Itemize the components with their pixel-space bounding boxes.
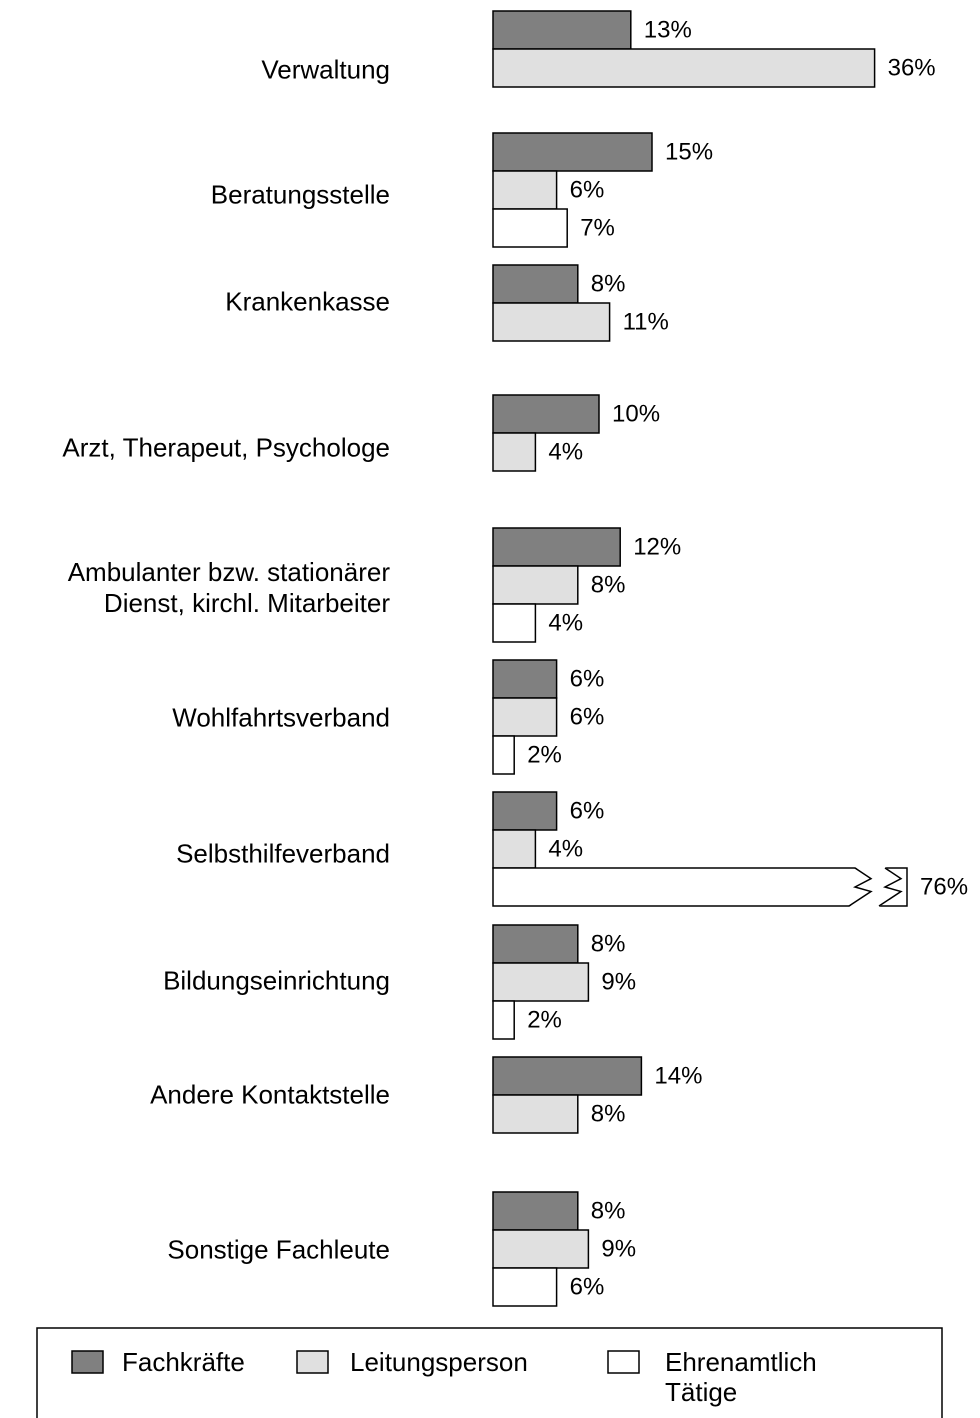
bar (492, 48, 876, 88)
value-label: 6% (569, 665, 605, 693)
value-label: 10% (612, 400, 661, 428)
value-label: 4% (548, 438, 584, 466)
value-label: 11% (622, 308, 669, 336)
category-label: Arzt, Therapeut, Psychologe (62, 432, 390, 463)
category-label: Krankenkasse (225, 286, 390, 317)
bar (492, 302, 611, 342)
value-label: 6% (569, 797, 605, 825)
category-label: Wohlfahrtsverband (172, 702, 390, 733)
bar (492, 10, 632, 50)
bar (492, 1267, 558, 1307)
category-label: Selbsthilfeverband (176, 838, 390, 869)
legend-label: Ehrenamtlich Tätige (665, 1347, 817, 1407)
bar (492, 867, 908, 907)
value-label: 76% (920, 873, 969, 901)
bar (492, 208, 568, 248)
bar (492, 962, 590, 1002)
bar (492, 394, 600, 434)
value-label: 7% (580, 214, 615, 242)
value-label: 2% (527, 741, 562, 769)
value-label: 8% (590, 270, 626, 298)
bar (492, 659, 558, 699)
bar (492, 527, 621, 567)
legend-label: Leitungsperson (350, 1347, 528, 1377)
value-label: 2% (527, 1006, 562, 1034)
value-label: 8% (590, 930, 626, 958)
category-label: Ambulanter bzw. stationärer Dienst, kirc… (67, 557, 390, 618)
bar (492, 432, 537, 472)
bar (492, 1000, 515, 1040)
value-label: 8% (590, 1197, 626, 1225)
bar (492, 791, 558, 831)
value-label: 8% (590, 1100, 626, 1128)
legend-box (36, 1327, 943, 1418)
bar (492, 1056, 643, 1096)
value-label: 12% (633, 533, 682, 561)
bar (492, 697, 558, 737)
value-label: 36% (887, 54, 936, 82)
value-label: 9% (601, 1235, 637, 1263)
bar (492, 603, 537, 643)
bar (492, 1191, 579, 1231)
bar (492, 924, 579, 964)
value-label: 9% (601, 968, 637, 996)
legend-swatch (71, 1350, 104, 1374)
axis-break (848, 867, 873, 907)
category-label: Verwaltung (261, 54, 390, 85)
value-label: 8% (590, 571, 626, 599)
axis-break (878, 867, 903, 907)
value-label: 4% (548, 835, 584, 863)
value-label: 15% (665, 138, 714, 166)
category-label: Sonstige Fachleute (167, 1234, 390, 1265)
category-label: Andere Kontaktstelle (150, 1079, 390, 1110)
bar (492, 170, 558, 210)
category-label: Bildungseinrichtung (163, 965, 390, 996)
value-label: 14% (654, 1062, 703, 1090)
category-label: Beratungsstelle (210, 179, 390, 210)
axis-break (849, 867, 901, 907)
legend-swatch (296, 1350, 329, 1374)
bar (492, 1094, 579, 1134)
value-label: 6% (569, 703, 605, 731)
value-label: 4% (548, 609, 584, 637)
value-label: 6% (569, 1273, 605, 1301)
bar (492, 264, 579, 304)
bar (492, 1229, 590, 1269)
bar (492, 565, 579, 605)
bar (492, 132, 653, 172)
legend-label: Fachkräfte (122, 1347, 245, 1377)
legend-swatch (607, 1350, 640, 1374)
bar (492, 735, 515, 775)
value-label: 13% (643, 16, 692, 44)
bar (492, 829, 537, 869)
value-label: 6% (569, 176, 605, 204)
